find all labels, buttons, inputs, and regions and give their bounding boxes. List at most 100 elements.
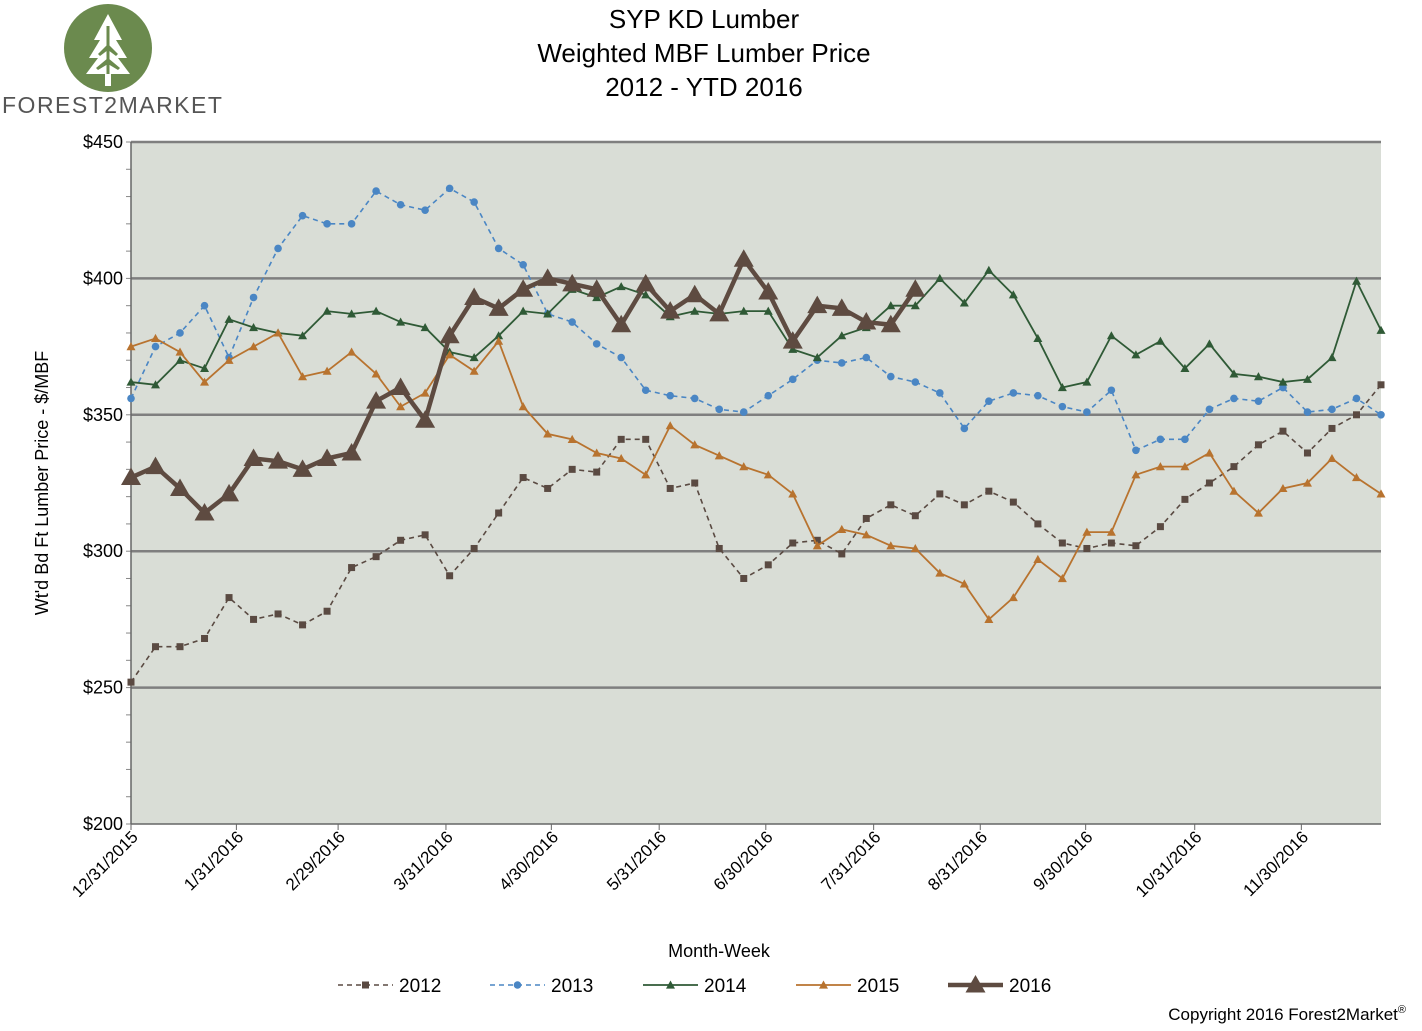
series-2014-marker [249,323,259,332]
series-2013-marker [298,211,307,220]
y-tick-label: $200 [83,814,123,834]
series-2013-marker [690,394,699,403]
series-2012-marker [1352,411,1360,419]
series-2012-marker [544,484,552,492]
series-2013-marker [739,408,748,416]
series-2014-marker [1155,336,1165,345]
series-2015-marker [151,333,161,343]
series-2015-marker [1253,508,1263,517]
x-tick-label: 7/31/2016 [818,827,885,894]
x-tick-label: 9/30/2016 [1030,827,1097,894]
series-2015-marker [543,429,553,438]
series-2013-marker [1132,446,1140,455]
series-2015-marker [298,372,308,381]
legend-2013-marker [513,981,522,989]
x-tick-label: 10/31/2016 [1132,827,1206,901]
x-tick-label: 1/31/2016 [180,827,247,894]
series-2012-marker [862,514,870,522]
series-2016-marker [758,282,779,300]
series-2013-marker [249,293,258,302]
series-2012-marker [715,544,723,552]
series-2012-marker [911,512,919,520]
series-2014-marker [126,377,136,386]
y-minor-ticks [126,141,131,825]
series-line-2015 [130,331,1382,621]
series-2014-marker [641,290,651,299]
x-tick-label: 4/30/2016 [495,827,562,894]
series-2015-marker [812,541,822,550]
series-2013-marker [421,206,429,214]
series-2013-marker [445,184,454,193]
y-tick-label: $250 [83,678,123,698]
series-2015-marker [1106,527,1116,536]
series-2015-marker [1033,554,1043,563]
series-2015-marker [984,614,994,623]
series-2012-marker [470,544,478,552]
series-2013-marker [470,198,478,206]
x-axis-title: Month-Week [668,941,771,961]
series-2013-marker [176,329,184,337]
series-2014-marker [543,309,553,318]
series-2013-marker [641,386,650,395]
series-2015-marker [175,347,185,356]
series-2013-marker [519,260,527,269]
series-2015-marker [861,530,871,539]
series-2014-marker [1008,290,1018,299]
series-2012-marker [740,574,748,582]
series-2015-marker [959,579,969,588]
x-tick-label: 11/30/2016 [1239,827,1312,900]
series-2015-marker [1327,453,1337,463]
series-2015-marker [1204,448,1214,457]
series-2012-marker [274,610,282,618]
series-2015-marker [910,543,920,553]
legend-item-2012: 2012 [338,976,441,997]
series-2013-marker [1303,408,1312,416]
series-2012-marker [127,678,135,686]
series-2013-marker [1181,435,1189,444]
series-2015-marker [1302,478,1312,487]
chart-title-line-1: SYP KD Lumber [609,4,800,34]
series-2016-marker [684,284,705,303]
series-2014-marker [812,353,822,362]
series-2013-marker [200,301,209,310]
series-2014-marker [1229,369,1239,378]
series-2016-marker [782,331,803,349]
series-2012-marker [1303,449,1311,457]
series-2012-marker [1132,542,1140,550]
legend: 2012 2013 2014 2015 2016 [338,975,1051,997]
series-2015-marker [837,524,847,533]
plot-area [131,142,1381,824]
series-2012-marker [764,561,772,569]
series-2014-marker [763,306,773,315]
y-tick-label: $450 [83,132,123,152]
series-2013-marker [715,405,724,414]
series-2014-marker [1082,377,1092,386]
series-2012-marker [1181,495,1189,503]
series-2015-marker [665,421,675,430]
series-2014-marker [837,331,847,340]
series-2014-marker [200,363,210,373]
series-2016 [121,249,926,521]
series-2015 [126,328,1386,623]
series-2015-marker [347,347,357,356]
series-2012 [127,381,1385,686]
series-line-2012 [130,384,1382,683]
series-2015-marker [1057,573,1067,583]
series-2014-marker [886,301,896,310]
series-2015-marker [200,377,210,386]
series-2014-marker [1180,363,1190,373]
series-2016-marker [733,249,754,267]
x-tick-label: 6/30/2016 [710,827,777,894]
series-2015-marker [1351,473,1361,482]
series-2016-marker [317,448,338,466]
series-2015-marker [1155,462,1165,471]
series-2016-marker [390,377,411,396]
x-tick-labels: 12/31/2015 1/31/2016 2/29/2016 3/31/2016 4/3… [68,824,1312,901]
series-2015-marker [224,355,234,364]
series-2012-marker [250,615,258,623]
gridlines [131,140,1381,689]
series-2016-marker [341,442,362,461]
series-2016-marker [488,298,509,316]
series-2015-marker [739,462,749,471]
